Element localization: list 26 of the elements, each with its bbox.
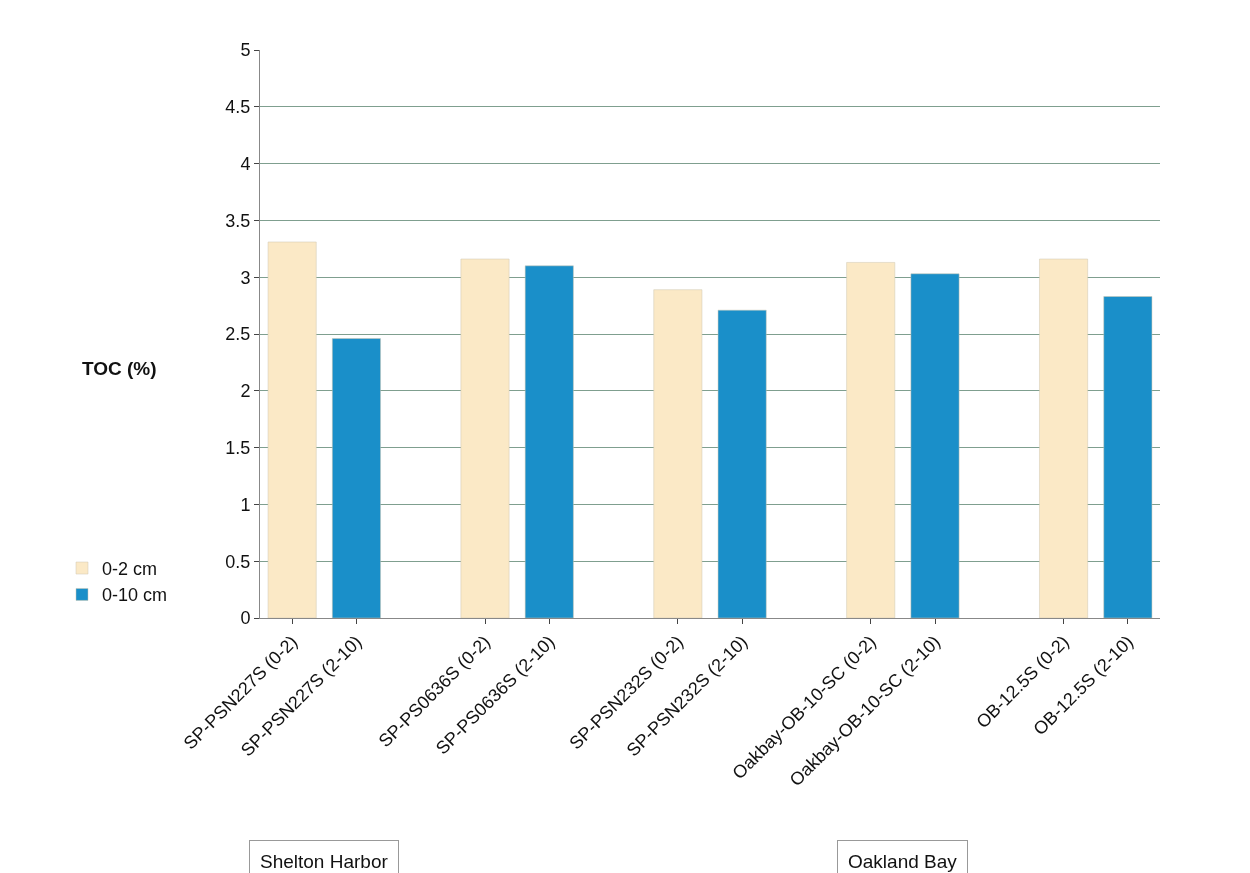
y-tick-label: 3 — [240, 267, 251, 288]
y-axis-title: TOC (%) — [82, 358, 157, 379]
bar — [1103, 296, 1153, 618]
bar — [846, 262, 896, 618]
y-tick-label: 3.5 — [225, 210, 251, 231]
bar — [1039, 258, 1088, 618]
y-tick-label: 1 — [240, 494, 251, 515]
legend-label: 0-2 cm — [102, 559, 158, 580]
text: Oakland Bay — [848, 851, 958, 872]
y-tick-label: 0 — [240, 608, 251, 629]
y-tick-label: 2.5 — [225, 324, 251, 345]
y-tick-label: 2 — [240, 381, 251, 402]
y-tick-label: 1.5 — [225, 437, 251, 458]
legend-label: 0-10 cm — [102, 585, 168, 606]
bar — [332, 338, 381, 618]
text: Shelton Harbor — [260, 851, 389, 872]
y-tick-label: 5 — [240, 40, 251, 61]
y-tick-label: 4.5 — [225, 97, 251, 118]
bar — [460, 258, 510, 618]
bar — [267, 241, 317, 618]
y-tick-label: 4 — [240, 153, 251, 174]
bar — [524, 265, 574, 618]
bar — [910, 273, 960, 618]
y-tick-label: 0.5 — [225, 551, 251, 572]
bar — [653, 289, 703, 618]
bar — [717, 309, 767, 618]
